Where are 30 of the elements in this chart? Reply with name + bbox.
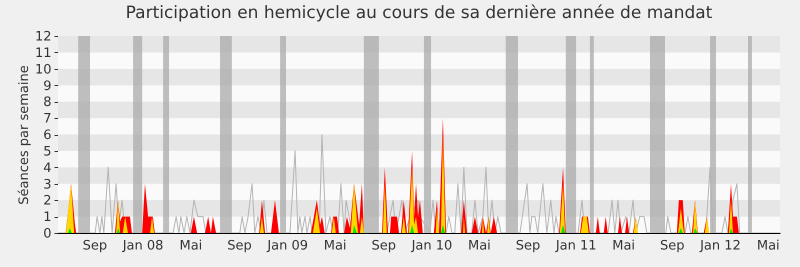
x-tick-label: Jan 11 (554, 238, 597, 254)
x-tick-label: Sep (660, 238, 684, 254)
y-tick-label: 1 (43, 210, 52, 226)
y-tick-label: 0 (43, 226, 52, 242)
y-tick-label: 6 (43, 128, 52, 143)
x-tick-label: Mai (756, 238, 780, 254)
x-tick-label: Mai (179, 238, 202, 254)
x-tick-label: Sep (371, 238, 396, 254)
x-tick-label: Jan 10 (410, 238, 452, 254)
y-tick-label: 8 (43, 95, 52, 110)
chart-title: Participation en hemicycle au cours de sa dernière année de mandat (126, 3, 713, 23)
y-tick-label: 11 (34, 46, 52, 61)
y-tick-label: 2 (43, 194, 52, 209)
x-tick-label: Jan 12 (699, 238, 741, 254)
y-tick-label: 10 (34, 62, 52, 78)
x-tick-label: Jan 09 (266, 238, 308, 254)
y-tick-label: 5 (43, 144, 52, 160)
x-tick-label: Mai (612, 238, 636, 254)
y-tick-label: 12 (34, 30, 52, 44)
y-axis-title: Séances par semaine (16, 65, 32, 205)
x-tick-label: Mai (468, 238, 491, 254)
x-tick-label: Sep (227, 238, 252, 254)
y-tick-label: 4 (43, 160, 52, 176)
x-tick-label: Sep (516, 238, 540, 254)
x-tick-label: Sep (82, 238, 108, 254)
y-tick-label: 7 (43, 112, 52, 127)
y-tick-label: 9 (43, 78, 52, 94)
y-tick-label: 3 (43, 177, 52, 192)
x-tick-label: Mai (324, 238, 347, 254)
x-tick-label: Jan 08 (122, 238, 164, 254)
